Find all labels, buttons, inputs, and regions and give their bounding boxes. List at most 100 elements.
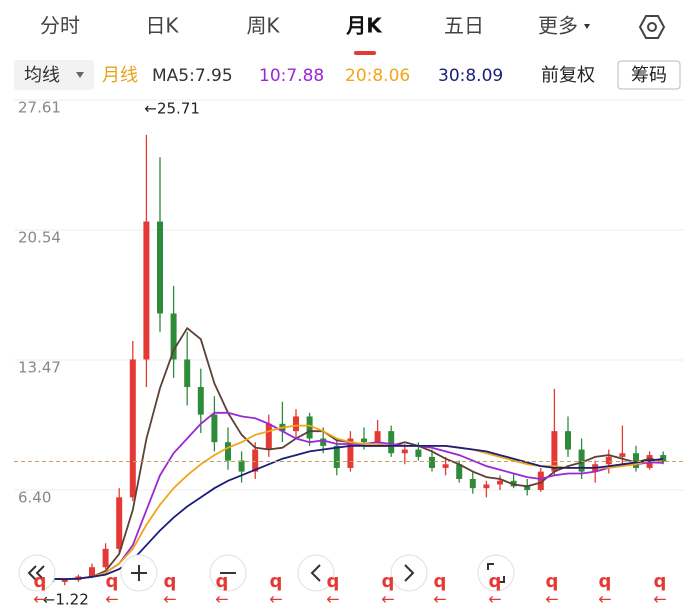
candle-body	[401, 449, 408, 454]
candle-body	[551, 431, 558, 472]
candle-body	[293, 416, 299, 432]
ma-selector[interactable]	[14, 60, 94, 90]
event-arrow: ←	[598, 590, 611, 608]
event-marker: q	[164, 571, 177, 592]
candle-body	[429, 456, 435, 468]
tab[interactable]: 周K	[246, 14, 280, 38]
legend-entry: 20:8.06	[345, 66, 410, 86]
event-arrow: ←	[545, 590, 558, 608]
candle-body	[320, 438, 327, 446]
candle-body	[102, 548, 109, 568]
y-tick-label: 13.47	[18, 359, 61, 377]
candle-body	[537, 471, 544, 490]
ma-line	[23, 424, 664, 581]
candle-body	[456, 464, 463, 479]
event-arrow: ←	[488, 590, 501, 608]
fullscreen-button[interactable]	[477, 554, 515, 592]
y-tick-label: 6.40	[18, 489, 51, 507]
event-arrow: ←	[215, 590, 228, 608]
event-arrow: ←	[163, 590, 176, 608]
candle-body	[265, 423, 272, 450]
event-marker: q	[34, 571, 47, 592]
event-marker: q	[546, 571, 559, 592]
event-arrow: ←	[269, 590, 282, 608]
legend-entry: 30:8.09	[438, 66, 503, 86]
event-marker: q	[216, 571, 229, 592]
candle-body	[442, 464, 449, 468]
tab[interactable]: 月K	[345, 14, 383, 38]
candle-body	[361, 438, 367, 443]
candle-body	[184, 359, 191, 388]
candle-body	[143, 221, 150, 360]
left-button[interactable]	[297, 554, 335, 592]
candle-body	[469, 478, 476, 489]
event-marker: q	[434, 571, 447, 592]
tab[interactable]: 日K	[145, 14, 179, 38]
ma-line	[23, 411, 664, 581]
ma-line	[23, 326, 664, 581]
right-button[interactable]	[390, 554, 428, 592]
legend: 均线 月线 MA5:7.95 10:7.88 20:8.06 30:8.09 前复权 筹码	[24, 65, 667, 86]
candle-body	[197, 387, 204, 415]
candle-body	[483, 484, 490, 489]
candle-body	[524, 486, 531, 490]
legend-entry: MA5:7.95	[152, 66, 233, 86]
event-marker: q	[270, 571, 283, 592]
zoom-out-button[interactable]	[209, 554, 247, 592]
toolbar	[18, 554, 515, 592]
settings-icon[interactable]	[638, 15, 666, 39]
adjust-label: 前复权	[541, 65, 595, 86]
event-marker: q	[654, 571, 667, 592]
tab[interactable]: 分时	[40, 14, 80, 38]
candle-body	[388, 431, 395, 454]
ma-caret	[76, 72, 84, 78]
event-arrow: ←	[105, 590, 118, 608]
tab[interactable]: 更多	[538, 14, 578, 38]
candle-body	[170, 313, 177, 360]
event-marker: q	[489, 571, 502, 592]
candle-body	[660, 455, 667, 462]
legend-entry: 10:7.88	[259, 66, 324, 86]
candle-body	[238, 460, 245, 472]
event-arrow: ←	[326, 590, 339, 608]
zoom-in-button[interactable]	[120, 554, 158, 592]
candle-body	[306, 416, 313, 439]
chips-button[interactable]	[617, 60, 681, 90]
extreme-annotation: ←25.71	[144, 99, 200, 117]
candle-body	[578, 449, 585, 472]
period-label: 月线	[102, 65, 138, 86]
ma-selector-label: 均线	[24, 65, 60, 86]
candle-body	[374, 431, 381, 443]
candle-body	[252, 449, 259, 472]
collapse-button[interactable]	[18, 554, 56, 592]
candle-body	[619, 453, 626, 457]
candle-body	[116, 497, 123, 549]
event-marker: q	[106, 571, 119, 592]
candle-body	[157, 221, 163, 314]
event-marker: q	[599, 571, 612, 592]
candle-body	[347, 438, 354, 468]
event-marker: q	[327, 571, 340, 592]
candle-body	[211, 414, 218, 443]
event-marker: q	[382, 571, 395, 592]
event-arrow: ←	[381, 590, 394, 608]
active-tab-underline	[354, 51, 376, 55]
hexagon	[638, 15, 666, 39]
event-arrow: ←	[433, 590, 446, 608]
extreme-annotation: ←1.22	[43, 591, 89, 608]
candle-body	[415, 449, 422, 457]
more-caret	[584, 24, 590, 29]
candle-body	[129, 359, 136, 498]
candle-body	[333, 445, 340, 468]
candle-body	[605, 456, 612, 465]
candle-body	[633, 453, 639, 468]
candle-body	[565, 431, 571, 450]
y-tick-label: 20.54	[18, 229, 61, 247]
candle-body	[61, 580, 68, 582]
candle-body	[497, 480, 503, 485]
tab[interactable]: 五日	[444, 14, 484, 38]
